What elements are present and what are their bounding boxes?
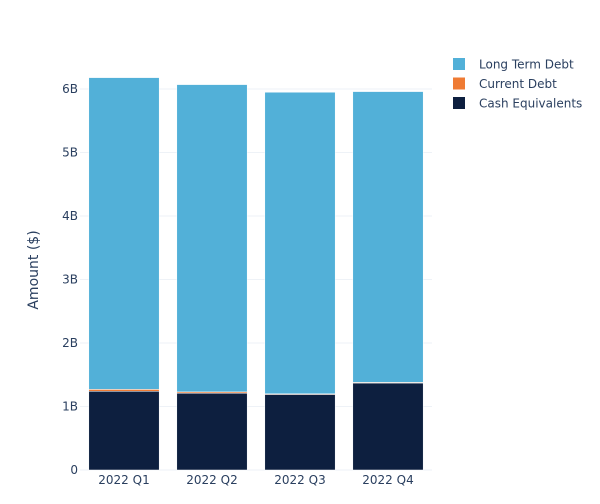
bar-long-term-debt-3[interactable] <box>352 91 424 383</box>
legend-label: Cash Equivalents <box>479 97 582 111</box>
legend-item-long-term-debt[interactable]: Long Term Debt <box>453 58 574 72</box>
bar-cash-equivalents-2[interactable] <box>264 394 336 471</box>
x-axis-ticks: 2022 Q1 2022 Q2 2022 Q3 2022 Q4 <box>98 473 413 487</box>
y-tick-label-5: 5B <box>62 146 78 160</box>
x-tick-label-2: 2022 Q3 <box>274 473 325 487</box>
bars <box>88 77 424 471</box>
legend-swatch <box>453 58 465 70</box>
legend-label: Current Debt <box>479 77 557 91</box>
bar-long-term-debt-2[interactable] <box>264 91 336 395</box>
y-tick-label-2: 2B <box>62 336 78 350</box>
y-tick-label-6: 6B <box>62 82 78 96</box>
legend-swatch <box>453 97 465 109</box>
legend-item-current-debt[interactable]: Current Debt <box>453 77 557 91</box>
y-axis-title: Amount ($) <box>26 230 42 309</box>
y-tick-label-1: 1B <box>62 400 78 414</box>
bar-cash-equivalents-0[interactable] <box>88 391 160 471</box>
legend: Long Term Debt Current Debt Cash Equivalen… <box>453 58 582 111</box>
bar-cash-equivalents-1[interactable] <box>176 392 248 471</box>
x-tick-label-3: 2022 Q4 <box>362 473 413 487</box>
y-axis-ticks: 0 1B 2B 3B 4B 5B 6B <box>62 82 78 477</box>
y-tick-label-4: 4B <box>62 209 78 223</box>
bar-cash-equivalents-3[interactable] <box>352 382 424 471</box>
legend-label: Long Term Debt <box>479 58 574 72</box>
legend-item-cash-equivalents[interactable]: Cash Equivalents <box>453 97 582 111</box>
bar-long-term-debt-1[interactable] <box>176 84 248 393</box>
bar-current-debt-0[interactable] <box>88 389 160 392</box>
legend-swatch <box>453 77 465 90</box>
bar-long-term-debt-0[interactable] <box>88 77 160 390</box>
y-tick-label-3: 3B <box>62 273 78 287</box>
x-tick-label-1: 2022 Q2 <box>186 473 237 487</box>
y-tick-label-0: 0 <box>70 463 78 477</box>
x-tick-label-0: 2022 Q1 <box>98 473 149 487</box>
